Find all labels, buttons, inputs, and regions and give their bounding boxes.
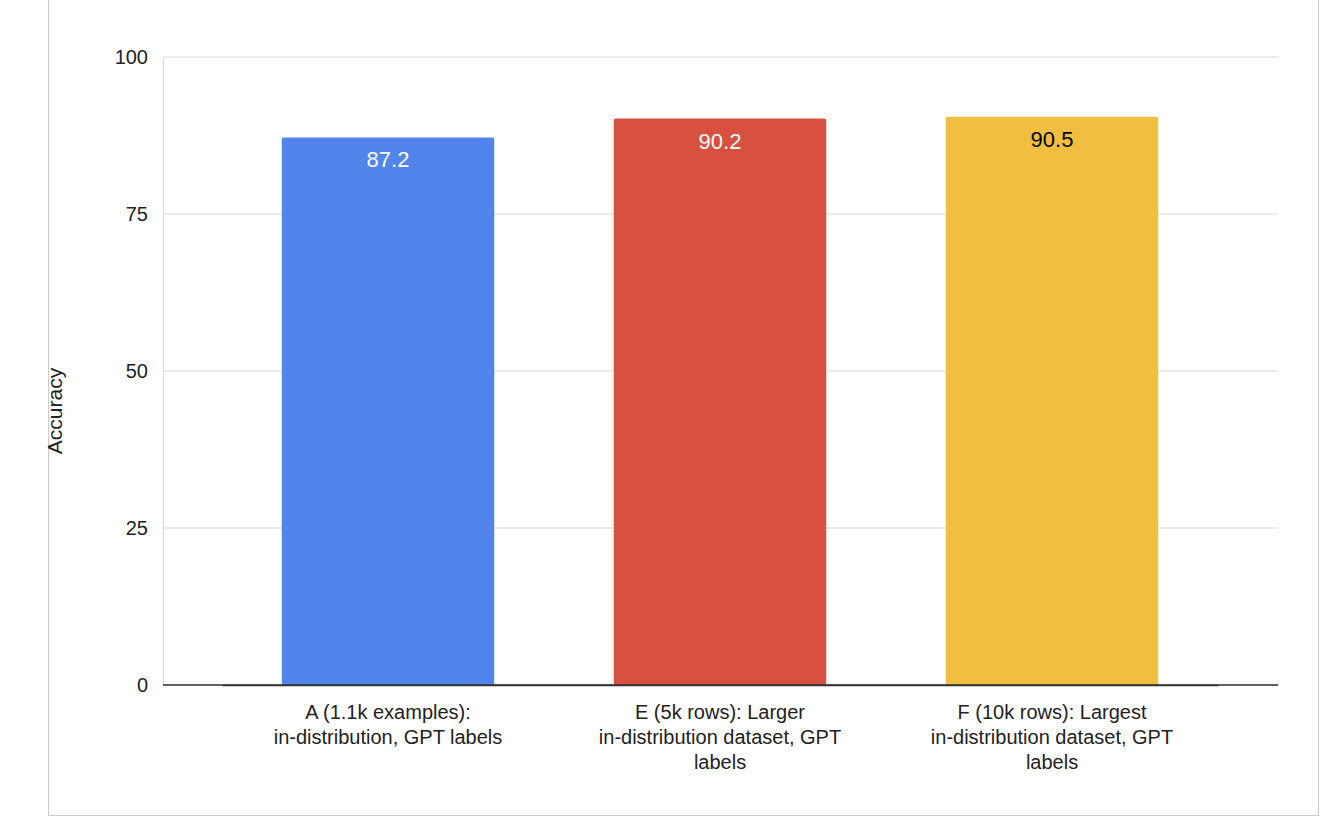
- background: [0, 0, 1320, 826]
- data-label: 90.5: [1031, 127, 1074, 152]
- y-axis-line: [163, 58, 164, 686]
- y-tick: 0: [137, 674, 163, 696]
- y-tick-label: 50: [126, 360, 148, 382]
- data-label: 90.2: [699, 129, 742, 154]
- baseline: [163, 684, 1278, 686]
- x-tick-label-line: labels: [694, 751, 746, 773]
- y-tick: 25: [126, 517, 163, 539]
- chart: 0 25 50 75 100 A (1.1k examples): in-distribut…: [0, 0, 1320, 826]
- grid: [163, 57, 1278, 685]
- y-tick: 75: [126, 203, 163, 225]
- x-tick-label-line: F (10k rows): Largest: [958, 701, 1147, 723]
- x-tick: F (10k rows): Largest in-distribution dat…: [931, 685, 1173, 773]
- x-tick-label-line: labels: [1026, 751, 1078, 773]
- y-tick-label: 100: [115, 46, 148, 68]
- x-tick-label: F (10k rows): Largest in-distribution dat…: [931, 701, 1173, 773]
- grid-line: [163, 685, 1278, 686]
- data-label: 87.2: [367, 147, 410, 172]
- x-tick: A (1.1k examples): in-distribution, GPT l…: [274, 685, 503, 748]
- data-labels: 87.2 90.2 90.5: [367, 127, 1074, 173]
- x-tick: E (5k rows): Larger in-distribution datas…: [599, 685, 841, 773]
- frame: [49, 0, 1319, 816]
- x-tick-label: E (5k rows): Larger in-distribution datas…: [599, 701, 841, 773]
- x-tick-label-line: in-distribution, GPT labels: [274, 726, 503, 748]
- y-tick-label: 25: [126, 517, 148, 539]
- bar: [614, 119, 826, 685]
- x-tick-label-line: A (1.1k examples):: [305, 701, 471, 723]
- y-tick: 100: [115, 46, 163, 68]
- grid-line: [163, 57, 1278, 58]
- bar: [946, 117, 1158, 685]
- x-axis: A (1.1k examples): in-distribution, GPT l…: [223, 685, 1219, 773]
- x-axis-line: [223, 685, 1219, 687]
- y-axis-title: Accuracy: [43, 367, 66, 454]
- y-tick-label: 75: [126, 203, 148, 225]
- x-tick-label-line: in-distribution dataset, GPT: [931, 726, 1173, 748]
- y-axis: 0 25 50 75 100: [115, 46, 164, 696]
- y-tick: 50: [126, 360, 163, 382]
- bars: [282, 117, 1158, 685]
- x-tick-label: A (1.1k examples): in-distribution, GPT l…: [274, 701, 503, 748]
- x-tick-label-line: E (5k rows): Larger: [635, 701, 805, 723]
- y-tick-label: 0: [137, 674, 148, 696]
- bar: [282, 137, 494, 685]
- x-tick-label-line: in-distribution dataset, GPT: [599, 726, 841, 748]
